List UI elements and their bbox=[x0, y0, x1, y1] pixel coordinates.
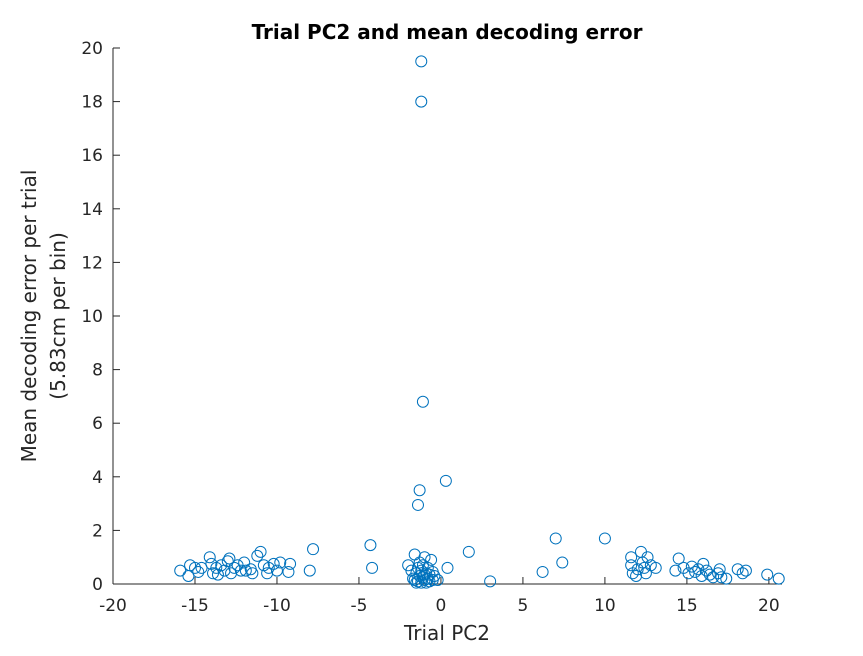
y-tick-label: 14 bbox=[81, 200, 103, 220]
y-tick-label: 8 bbox=[92, 361, 103, 381]
data-point bbox=[192, 565, 205, 578]
data-point bbox=[630, 569, 643, 582]
data-point bbox=[303, 564, 316, 577]
axis-ticks: -20 -15 -10 -5 0 5 10 15 20 0 2 4 6 8 10 12 14 16 18 20 bbox=[81, 39, 779, 616]
data-point bbox=[223, 552, 236, 565]
data-point bbox=[556, 556, 569, 569]
data-point bbox=[418, 568, 431, 581]
x-tick-label: -20 bbox=[99, 596, 127, 616]
data-point bbox=[408, 573, 421, 586]
data-points bbox=[174, 55, 785, 589]
x-tick-label: -10 bbox=[263, 596, 291, 616]
data-point bbox=[720, 572, 733, 585]
data-point bbox=[626, 567, 639, 580]
data-point bbox=[641, 551, 654, 564]
data-point bbox=[364, 539, 377, 552]
y-tick-label: 18 bbox=[81, 93, 103, 113]
x-tick-label: 20 bbox=[758, 596, 780, 616]
data-point bbox=[234, 564, 247, 577]
data-point bbox=[228, 561, 241, 574]
data-point bbox=[270, 564, 283, 577]
y-axis-title-line-2: (5.83cm per bin) bbox=[46, 232, 70, 399]
y-tick-label: 4 bbox=[92, 468, 103, 488]
data-point bbox=[408, 548, 421, 561]
data-point bbox=[413, 484, 426, 497]
data-point bbox=[700, 564, 713, 577]
data-point bbox=[625, 559, 638, 572]
data-point bbox=[441, 561, 454, 574]
data-point bbox=[174, 564, 187, 577]
data-point bbox=[536, 565, 549, 578]
chart-title: Trial PC2 and mean decoding error bbox=[252, 20, 643, 44]
data-point bbox=[366, 561, 379, 574]
data-point bbox=[549, 532, 562, 545]
data-point bbox=[239, 564, 252, 577]
data-point bbox=[411, 498, 424, 511]
data-point bbox=[697, 557, 710, 570]
y-axis-title-line-1: Mean decoding error per trial bbox=[17, 170, 41, 463]
data-point bbox=[739, 564, 752, 577]
data-point bbox=[410, 576, 423, 589]
data-point bbox=[188, 561, 201, 574]
data-point bbox=[418, 551, 431, 564]
data-point bbox=[736, 567, 749, 580]
data-point bbox=[484, 575, 497, 588]
data-point bbox=[254, 545, 267, 558]
y-tick-label: 16 bbox=[81, 146, 103, 166]
x-tick-label: 10 bbox=[594, 596, 616, 616]
data-point bbox=[425, 553, 438, 566]
data-point bbox=[238, 556, 251, 569]
data-point bbox=[284, 557, 297, 570]
data-point bbox=[713, 563, 726, 576]
x-axis-title: Trial PC2 bbox=[403, 621, 490, 645]
data-point bbox=[625, 551, 638, 564]
data-point bbox=[689, 565, 702, 578]
y-tick-label: 0 bbox=[92, 575, 103, 595]
data-point bbox=[761, 568, 774, 581]
data-point bbox=[439, 474, 452, 487]
x-tick-label: -15 bbox=[181, 596, 209, 616]
data-point bbox=[598, 532, 611, 545]
data-point bbox=[703, 568, 716, 581]
data-point bbox=[669, 564, 682, 577]
data-point bbox=[307, 543, 320, 556]
y-tick-label: 6 bbox=[92, 414, 103, 434]
data-point bbox=[634, 545, 647, 558]
data-point bbox=[415, 55, 428, 68]
data-point bbox=[203, 551, 216, 564]
data-point bbox=[246, 567, 259, 580]
plot-area bbox=[112, 48, 782, 585]
data-point bbox=[282, 565, 295, 578]
y-tick-label: 12 bbox=[81, 253, 103, 273]
data-point bbox=[462, 545, 475, 558]
data-point bbox=[649, 561, 662, 574]
data-point bbox=[251, 549, 264, 562]
y-tick-label: 20 bbox=[81, 39, 103, 59]
data-point bbox=[431, 573, 444, 586]
data-point bbox=[416, 395, 429, 408]
x-tick-label: 15 bbox=[676, 596, 698, 616]
y-tick-label: 10 bbox=[81, 307, 103, 327]
x-tick-label: 0 bbox=[436, 596, 447, 616]
data-point bbox=[672, 552, 685, 565]
data-point bbox=[415, 95, 428, 108]
x-tick-label: 5 bbox=[518, 596, 529, 616]
data-point bbox=[428, 569, 441, 582]
data-point bbox=[274, 556, 287, 569]
y-tick-label: 2 bbox=[92, 521, 103, 541]
data-point bbox=[772, 572, 785, 585]
x-tick-label: -5 bbox=[350, 596, 367, 616]
data-point bbox=[415, 576, 428, 589]
data-point bbox=[267, 557, 280, 570]
data-point bbox=[715, 571, 728, 584]
